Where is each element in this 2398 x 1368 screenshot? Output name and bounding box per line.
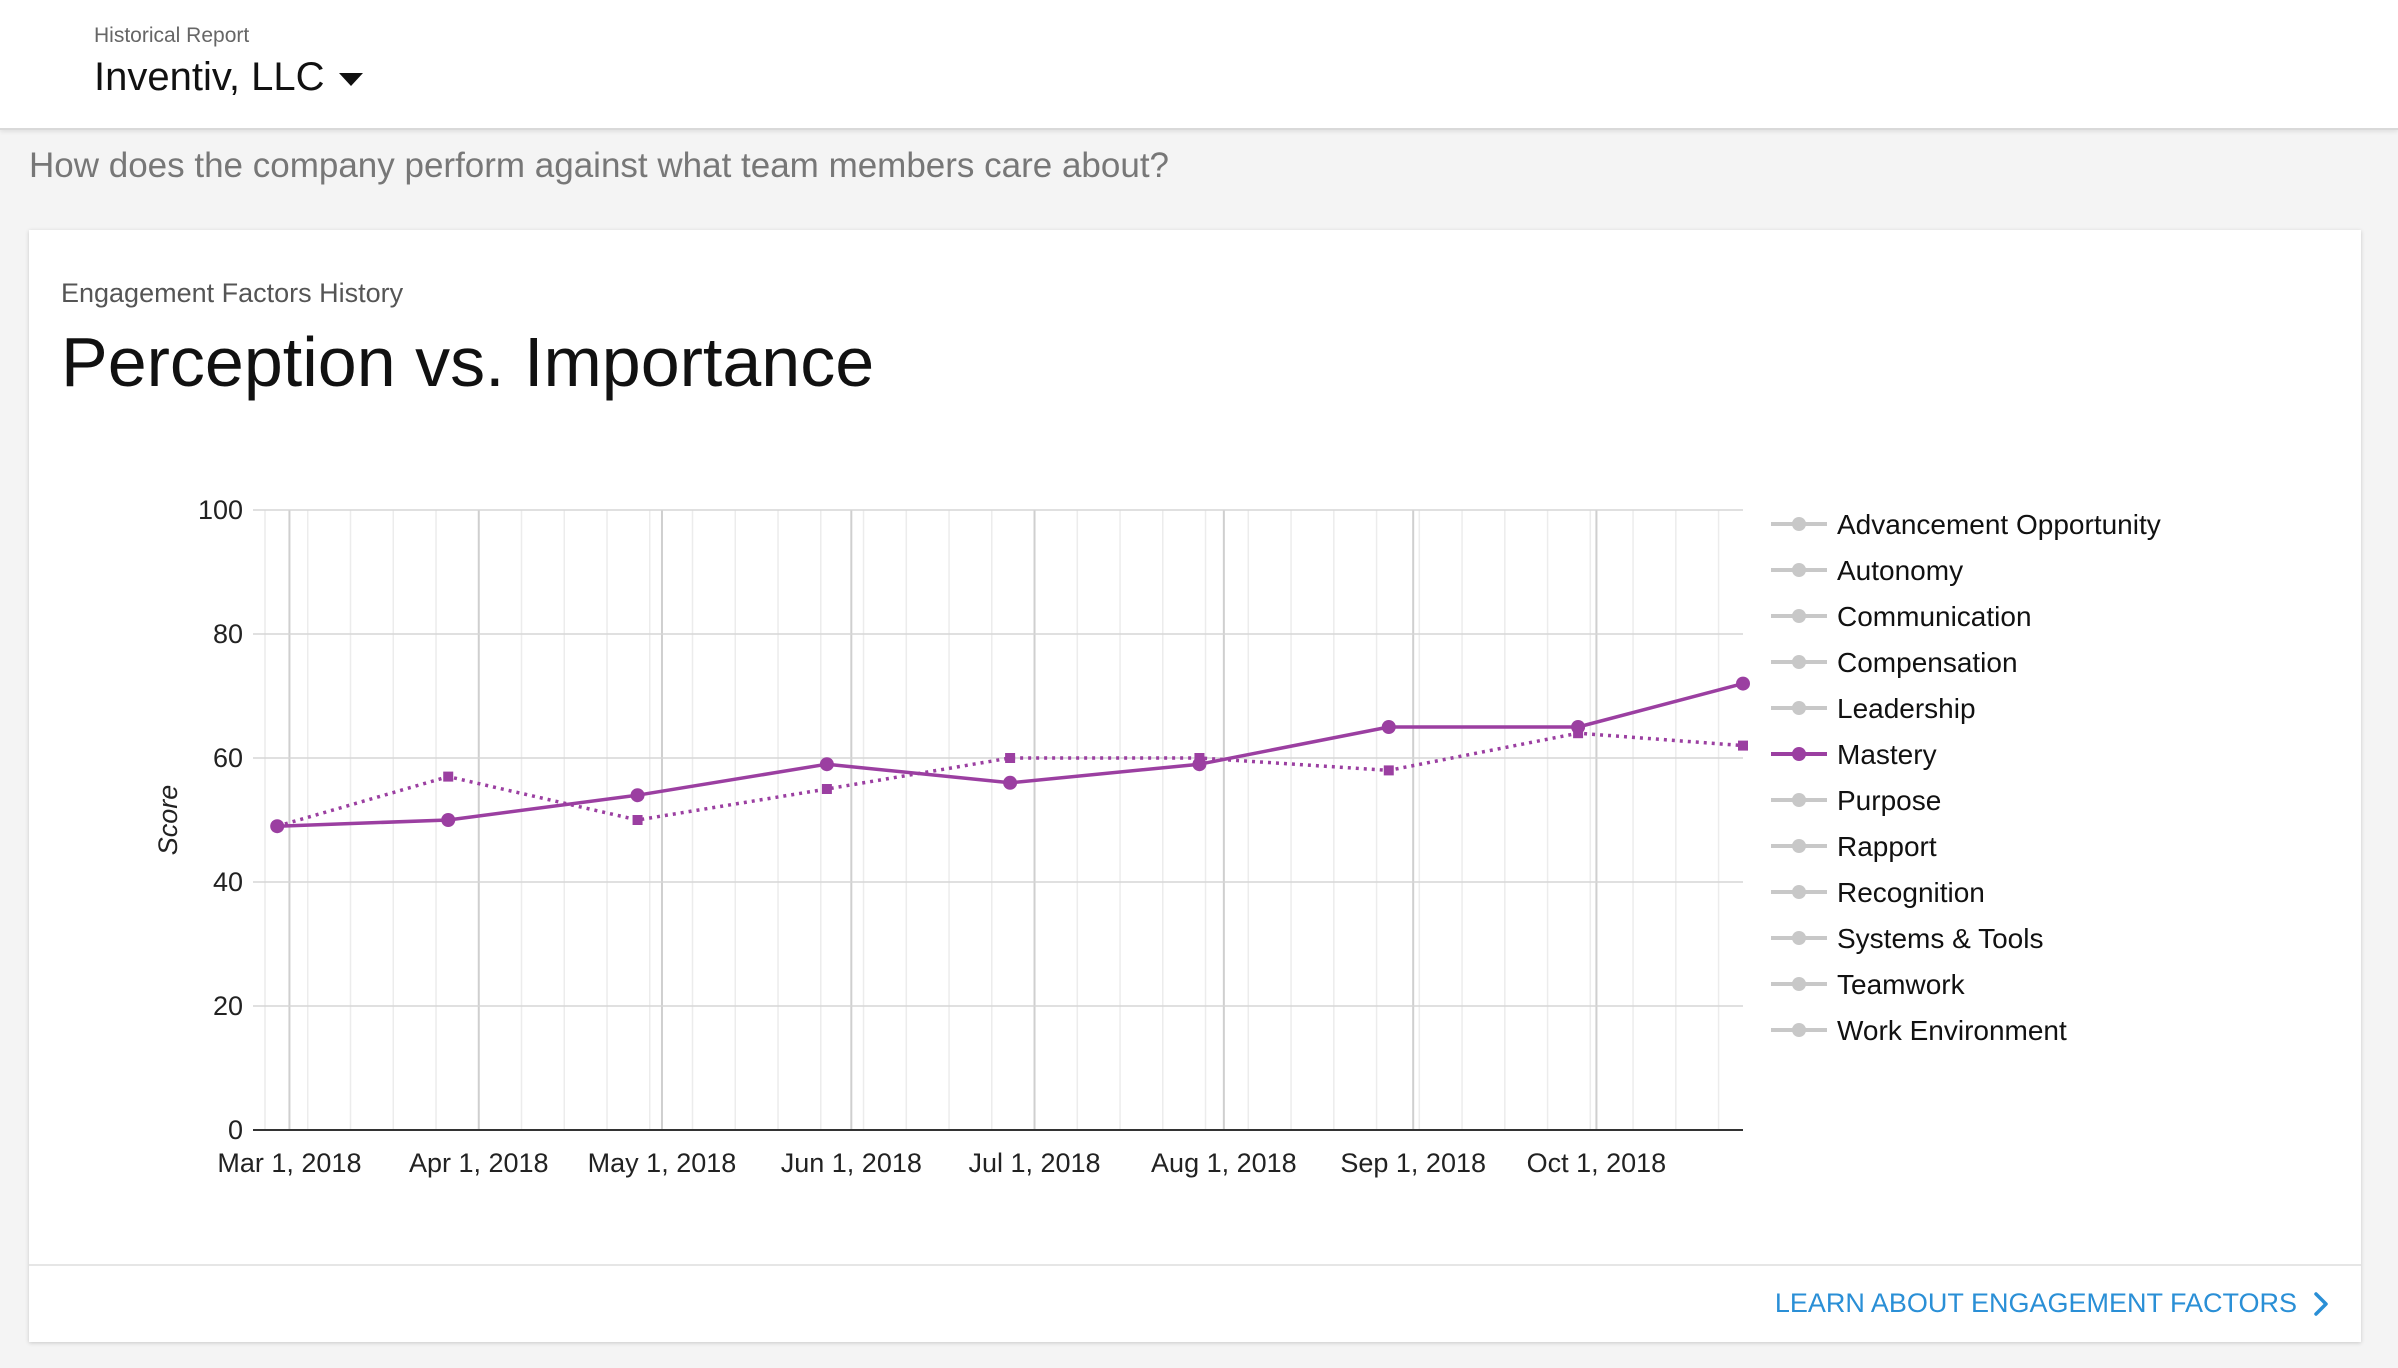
legend-swatch-marker xyxy=(1792,977,1806,991)
series-point-square xyxy=(272,821,283,832)
learn-engagement-factors-link[interactable]: LEARN ABOUT ENGAGEMENT FACTORS xyxy=(1775,1288,2329,1319)
card-footer: LEARN ABOUT ENGAGEMENT FACTORS xyxy=(29,1264,2361,1342)
legend-label: Advancement Opportunity xyxy=(1837,509,2161,540)
legend-label: Autonomy xyxy=(1837,555,1963,586)
legend-label: Rapport xyxy=(1837,831,1937,862)
series-point-circle xyxy=(1003,775,1018,790)
caret-down-icon xyxy=(338,72,363,86)
legend-label: Leadership xyxy=(1837,693,1976,724)
x-tick-label: Jul 1, 2018 xyxy=(968,1148,1100,1178)
series-point-circle xyxy=(819,757,834,772)
x-tick-label: Aug 1, 2018 xyxy=(1151,1148,1297,1178)
legend-item[interactable]: Systems & Tools xyxy=(1771,923,2043,954)
legend-item[interactable]: Teamwork xyxy=(1771,969,1966,1000)
x-tick-label: Apr 1, 2018 xyxy=(409,1148,549,1178)
y-tick-label: 20 xyxy=(213,991,243,1021)
series-point-circle xyxy=(441,813,456,827)
legend-label: Teamwork xyxy=(1837,969,1966,1000)
legend-label: Recognition xyxy=(1837,877,1985,908)
legend-swatch-marker xyxy=(1792,517,1806,531)
legend-item[interactable]: Purpose xyxy=(1771,785,1941,816)
y-axis-title: Score xyxy=(153,785,183,856)
legend-item[interactable]: Autonomy xyxy=(1771,555,1963,586)
y-tick-label: 0 xyxy=(228,1115,243,1145)
chart-title: Perception vs. Importance xyxy=(61,323,875,401)
legend-swatch-marker xyxy=(1792,1023,1806,1037)
y-tick-label: 100 xyxy=(198,495,243,525)
legend-swatch-marker xyxy=(1792,931,1806,945)
x-tick-label: May 1, 2018 xyxy=(588,1148,737,1178)
series-point-square xyxy=(1383,765,1394,776)
card-subtitle: Engagement Factors History xyxy=(61,278,404,308)
legend-item[interactable]: Work Environment xyxy=(1771,1015,2067,1046)
legend-label: Communication xyxy=(1837,601,2032,632)
series-point-circle xyxy=(630,788,645,803)
page-question: How does the company perform against wha… xyxy=(29,146,1170,185)
legend-label: Compensation xyxy=(1837,647,2018,678)
top-bar: Historical Report Inventiv, LLC xyxy=(0,0,2398,130)
legend-item[interactable]: Recognition xyxy=(1771,877,1985,908)
y-tick-label: 60 xyxy=(213,743,243,773)
legend-swatch-marker xyxy=(1792,839,1806,853)
series-point-circle xyxy=(1736,676,1750,691)
series-point-square xyxy=(1005,753,1016,763)
chart-card: Engagement Factors History Perception vs… xyxy=(29,230,2361,1342)
report-label: Historical Report xyxy=(94,24,250,47)
chart-axes: Mar 1, 2018 Apr 1, 2018 May 1, 2018 Jun 1, … xyxy=(153,495,1666,1178)
company-dropdown[interactable]: Inventiv, LLC xyxy=(94,52,363,102)
legend-swatch-marker xyxy=(1792,655,1806,669)
legend-item[interactable]: Advancement Opportunity xyxy=(1771,509,2161,540)
x-tick-label: Oct 1, 2018 xyxy=(1527,1148,1667,1178)
legend-swatch-marker xyxy=(1792,609,1806,623)
legend-swatch-marker xyxy=(1792,563,1806,577)
legend-item[interactable]: Mastery xyxy=(1771,739,1937,770)
legend-swatch-marker xyxy=(1792,701,1806,715)
x-tick-label: Jun 1, 2018 xyxy=(781,1148,922,1178)
legend-label: Systems & Tools xyxy=(1837,923,2043,954)
legend-label: Mastery xyxy=(1837,739,1937,770)
legend-swatch-marker xyxy=(1792,747,1806,761)
series-point-circle xyxy=(1381,720,1396,734)
chart-grid xyxy=(253,509,1743,1131)
legend-label: Work Environment xyxy=(1837,1015,2067,1046)
legend-item[interactable]: Rapport xyxy=(1771,831,1937,862)
company-name: Inventiv, LLC xyxy=(94,54,325,99)
series-point-square xyxy=(443,771,454,782)
series-point-square xyxy=(1573,728,1584,739)
series-line-dotted xyxy=(276,731,1744,828)
y-tick-label: 40 xyxy=(213,867,243,897)
line-chart: Mar 1, 2018 Apr 1, 2018 May 1, 2018 Jun 1, … xyxy=(153,495,2161,1178)
legend-label: Purpose xyxy=(1837,785,1941,816)
series-point-square xyxy=(1738,740,1748,751)
series-point-square xyxy=(1194,753,1205,763)
x-tick-label: Mar 1, 2018 xyxy=(217,1148,361,1178)
chevron-right-icon xyxy=(2314,1291,2328,1316)
legend-item[interactable]: Compensation xyxy=(1771,647,2018,678)
series-point-square xyxy=(632,815,643,825)
learn-link-label: LEARN ABOUT ENGAGEMENT FACTORS xyxy=(1774,1288,2297,1318)
x-tick-label: Sep 1, 2018 xyxy=(1340,1148,1486,1178)
legend-swatch-marker xyxy=(1792,793,1806,807)
legend-item[interactable]: Communication xyxy=(1771,601,2032,632)
chart-series xyxy=(270,676,1750,834)
chart-legend: Advancement Opportunity Autonomy Communica… xyxy=(1771,509,2161,1046)
y-tick-label: 80 xyxy=(213,619,243,649)
legend-item[interactable]: Leadership xyxy=(1771,693,1976,724)
legend-swatch-marker xyxy=(1792,885,1806,899)
series-point-square xyxy=(821,784,832,794)
